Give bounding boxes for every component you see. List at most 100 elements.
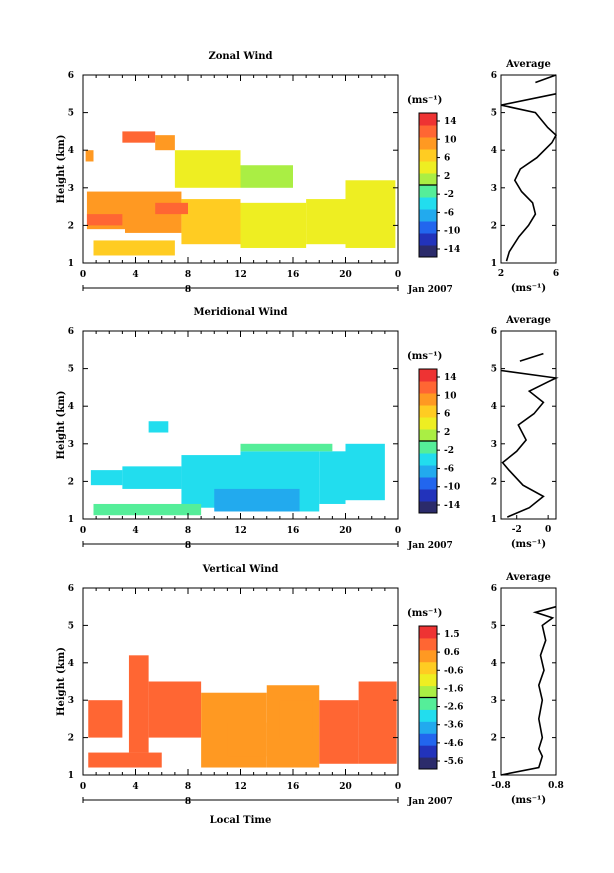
x-tick-label: 0 (395, 270, 401, 280)
colorbar-unit: (ms⁻¹) (407, 608, 442, 619)
date-label: Jan 2007 (407, 285, 453, 295)
x-axis-label: Local Time (210, 815, 272, 826)
x-tick-label: 16 (287, 526, 300, 536)
data-patch (306, 199, 346, 245)
x-tick-label: 20 (339, 270, 352, 280)
x-tick-label: 16 (287, 782, 300, 792)
data-patch (358, 681, 397, 764)
colorbar-segment (419, 137, 437, 150)
x-tick-label: 16 (287, 270, 300, 280)
colorbar-segment (419, 429, 437, 442)
profile-line (500, 369, 559, 518)
profile-y-tick-label: 2 (491, 734, 497, 744)
colorbar-segment (419, 393, 437, 406)
y-tick-label: 6 (68, 71, 74, 81)
y-tick-label: 1 (68, 515, 74, 525)
profile-y-tick-label: 2 (491, 221, 497, 231)
colorbar-segment (419, 417, 437, 430)
y-tick-label: 3 (68, 184, 74, 194)
colorbar-label: 14 (444, 117, 457, 127)
profile-y-tick-label: 5 (491, 365, 497, 375)
colorbar-label: 1.5 (444, 630, 460, 640)
colorbar-label: -14 (444, 501, 460, 511)
colorbar-segment (419, 733, 437, 746)
chart-title: Vertical Wind (202, 564, 279, 575)
colorbar-segment (419, 453, 437, 466)
profile-y-tick-label: 3 (491, 184, 497, 194)
profile-x-tick-label: -2 (512, 525, 522, 535)
colorbar-label: 10 (444, 391, 457, 401)
data-patch (227, 722, 267, 757)
y-tick-label: 4 (68, 146, 74, 156)
data-patch (90, 470, 123, 486)
profile-x-label: (ms⁻¹) (511, 539, 546, 550)
colorbar-segment (419, 149, 437, 162)
y-tick-label: 4 (68, 659, 74, 669)
date-label: Jan 2007 (407, 797, 453, 807)
profile-y-tick-label: 1 (491, 515, 497, 525)
data-patch (93, 240, 175, 256)
profile-frame (500, 74, 557, 264)
profile-frame (500, 330, 557, 520)
profile-y-tick-label: 4 (491, 402, 497, 412)
colorbar-label: -6 (444, 208, 454, 218)
colorbar-label: 0.6 (444, 648, 460, 658)
colorbar-label: -3.6 (444, 721, 463, 731)
colorbar-segment (419, 501, 437, 514)
x-tick-label: 0 (395, 526, 401, 536)
profile-y-tick-label: 2 (491, 477, 497, 487)
profile-y-tick-label: 5 (491, 621, 497, 631)
y-tick-label: 5 (68, 109, 74, 119)
colorbar-label: 10 (444, 135, 457, 145)
colorbar-segment (419, 113, 437, 126)
profile-y-tick-label: 6 (491, 71, 497, 81)
profile-line (500, 605, 557, 776)
data-patch (148, 421, 169, 433)
profile-x-tick-label: 0.8 (548, 781, 564, 791)
colorbar-segment (419, 477, 437, 490)
chart-title: Meridional Wind (193, 307, 287, 318)
data-patch (93, 503, 202, 516)
colorbar-segment (419, 489, 437, 502)
colorbar-segment (419, 673, 437, 687)
profile-line-segment (519, 352, 544, 362)
colorbar-segment (419, 465, 437, 478)
colorbar-label: -4.6 (444, 739, 463, 749)
data-patch (85, 150, 94, 162)
colorbar-segment (419, 161, 437, 174)
y-axis-label: Height (km) (56, 391, 67, 460)
y-axis-label: Height (km) (56, 647, 67, 716)
colorbar-label: -10 (444, 227, 460, 237)
data-patch (214, 488, 300, 512)
profile-title: Average (505, 315, 551, 326)
date-marker: 8 (185, 797, 191, 807)
x-tick-label: 8 (185, 270, 191, 280)
colorbar-label: -6 (444, 464, 454, 474)
colorbar-label: 2 (444, 172, 450, 182)
colorbar-segment (419, 637, 437, 651)
profile-line-segment (535, 74, 557, 84)
data-patch (319, 451, 346, 504)
profile-x-label: (ms⁻¹) (511, 795, 546, 806)
colorbar-label: 14 (444, 373, 457, 383)
colorbar-segment (419, 381, 437, 394)
y-axis-label: Height (km) (56, 135, 67, 204)
profile-x-label: (ms⁻¹) (511, 283, 546, 294)
colorbar-segment (419, 697, 437, 710)
y-tick-label: 2 (68, 477, 74, 487)
colorbar-segment (419, 185, 437, 198)
x-tick-label: 12 (234, 270, 247, 280)
x-tick-label: 0 (395, 782, 401, 792)
colorbar-segment (419, 745, 437, 758)
data-patch (148, 681, 202, 738)
date-label: Jan 2007 (407, 541, 453, 551)
colorbar-label: -2 (444, 446, 454, 456)
data-patch (122, 466, 182, 489)
colorbar-segment (419, 209, 437, 222)
colorbar-label: 2 (444, 428, 450, 438)
y-tick-label: 6 (68, 584, 74, 594)
